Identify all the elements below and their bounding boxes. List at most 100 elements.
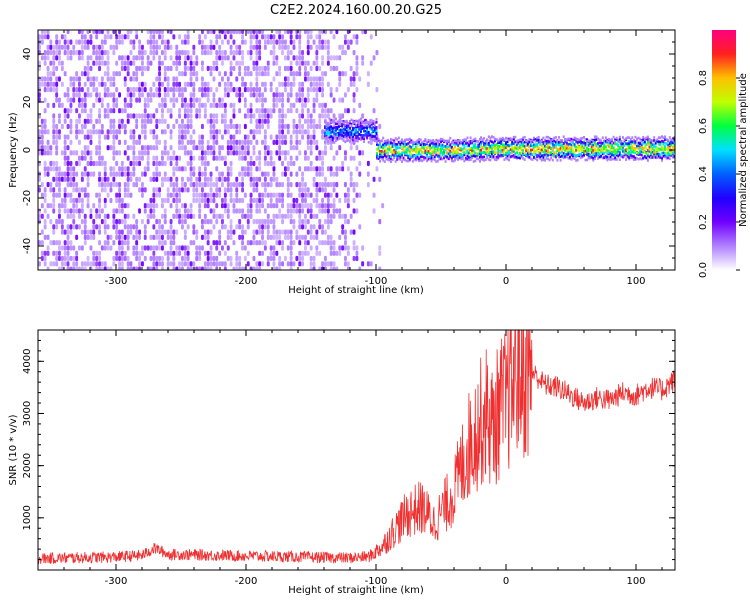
- spectrogram-cell: [278, 266, 282, 270]
- spectrogram-cell: [286, 65, 290, 72]
- spectrogram-cell: [464, 156, 467, 160]
- spectrogram-cell: [152, 39, 156, 45]
- spectrogram-cell: [497, 144, 500, 148]
- spectrogram-cell: [272, 97, 276, 103]
- spectrogram-cell: [298, 87, 302, 93]
- spectrogram-cell: [640, 143, 643, 147]
- spectrogram-cell: [46, 145, 50, 151]
- spectrogram-cell: [60, 34, 64, 40]
- spectrogram-cell: [545, 149, 548, 153]
- spectrogram-cell: [570, 146, 573, 149]
- spectrogram-cell: [372, 125, 375, 129]
- spectrogram-cell: [506, 149, 509, 152]
- spectrogram-cell: [615, 153, 618, 157]
- spectrogram-cell: [78, 192, 81, 198]
- spectrogram-cell: [232, 113, 236, 119]
- spectrogram-cell: [324, 102, 327, 108]
- spectrogram-cell: [474, 155, 477, 158]
- spectrogram-cell: [603, 139, 606, 143]
- spectrogram-cell: [132, 145, 136, 151]
- spectrogram-cell: [192, 102, 196, 108]
- spectrogram-cell: [551, 143, 554, 146]
- spectrogram-cell: [89, 55, 93, 61]
- spectrogram-cell: [537, 136, 540, 139]
- spectrogram-cell: [366, 81, 370, 87]
- spectrogram-cell: [109, 234, 113, 240]
- spectrogram-cell: [169, 203, 173, 209]
- spectrogram-cell: [103, 176, 107, 182]
- spectrogram-cell: [123, 182, 127, 188]
- spectrogram-cell: [494, 148, 496, 151]
- spectrogram-cell: [304, 250, 307, 256]
- spectrogram-cell: [315, 250, 319, 256]
- spectrogram-cell: [263, 176, 267, 182]
- spectrogram-cell: [181, 139, 184, 145]
- spectrogram-cell: [63, 197, 67, 204]
- spectrogram-cell: [189, 65, 193, 72]
- spectrogram-cell: [369, 139, 373, 145]
- spectrogram-cell: [336, 122, 339, 126]
- spectrogram-cell: [38, 129, 41, 135]
- spectrogram-cell: [514, 148, 517, 151]
- spectrogram-cell: [52, 250, 56, 256]
- spectrogram-cell: [100, 266, 104, 270]
- spectrogram-cell: [514, 145, 517, 148]
- spectrogram-cell: [63, 92, 67, 98]
- spectrogram-cell: [410, 146, 413, 149]
- spectrogram-cell: [533, 136, 535, 140]
- spectrogram-cell: [547, 157, 550, 161]
- spectrogram-cell: [43, 76, 47, 82]
- spectrogram-cell: [269, 176, 273, 182]
- spectrogram-cell: [304, 118, 307, 124]
- spectrogram-cell: [201, 50, 204, 56]
- spectrogram-cell: [604, 156, 607, 160]
- spectrogram-cell: [100, 219, 104, 225]
- spectrogram-cell: [366, 126, 369, 130]
- spectrogram-cell: [492, 151, 495, 155]
- spectrogram-cell: [252, 240, 256, 246]
- spectrogram-cell: [312, 182, 316, 188]
- spectrogram-cell: [75, 250, 79, 256]
- spectrogram-cell: [221, 55, 224, 61]
- spectrogram-cell: [595, 149, 598, 152]
- spectrogram-cell: [252, 134, 256, 140]
- spectrogram-cell: [567, 153, 570, 156]
- spectrogram-cell: [49, 71, 53, 77]
- spectrogram-cell: [304, 213, 307, 219]
- spectrogram-cell: [126, 92, 130, 98]
- spectrogram-cell: [163, 102, 167, 108]
- spectrogram-cell: [252, 113, 256, 119]
- spectrogram-cell: [528, 151, 531, 154]
- spectrogram-cell: [43, 150, 47, 156]
- spectrogram-cell: [326, 197, 330, 204]
- spectrogram-cell: [664, 153, 667, 157]
- spectrogram-cell: [606, 158, 609, 162]
- spectrogram-cell: [587, 139, 590, 143]
- spectrogram-cell: [78, 155, 81, 161]
- spectrogram-cell: [89, 245, 93, 251]
- spectrogram-cell: [433, 147, 436, 150]
- spectrogram-cell: [430, 159, 433, 163]
- spectrogram-cell: [586, 146, 589, 150]
- spectrogram-cell: [338, 166, 342, 172]
- spectrogram-cell: [246, 113, 250, 119]
- spectrogram-cell: [272, 166, 276, 172]
- spectrogram-cell: [255, 118, 259, 124]
- spectrogram-cell: [327, 126, 330, 130]
- spectrogram-cell: [141, 129, 144, 135]
- spectrogram-cell: [472, 154, 475, 158]
- spectrogram-cell: [620, 142, 623, 145]
- spectrogram-cell: [275, 102, 279, 108]
- spectrogram-cell: [622, 144, 624, 148]
- spectrogram-cell: [118, 34, 121, 40]
- spectrogram-cell: [63, 208, 67, 214]
- spectrogram-cell: [86, 65, 90, 72]
- spectrogram-cell: [141, 245, 144, 251]
- spectrogram-cell: [292, 76, 296, 82]
- spectrogram-cell: [118, 123, 121, 130]
- spectrogram-cell: [592, 151, 595, 154]
- spectrogram-cell: [80, 97, 84, 103]
- spectrogram-cell: [155, 261, 159, 267]
- spectrogram-cell: [115, 60, 119, 66]
- spectrogram-cell: [115, 192, 119, 198]
